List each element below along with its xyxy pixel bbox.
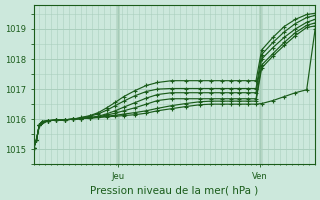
X-axis label: Pression niveau de la mer( hPa ): Pression niveau de la mer( hPa ) <box>90 185 259 195</box>
